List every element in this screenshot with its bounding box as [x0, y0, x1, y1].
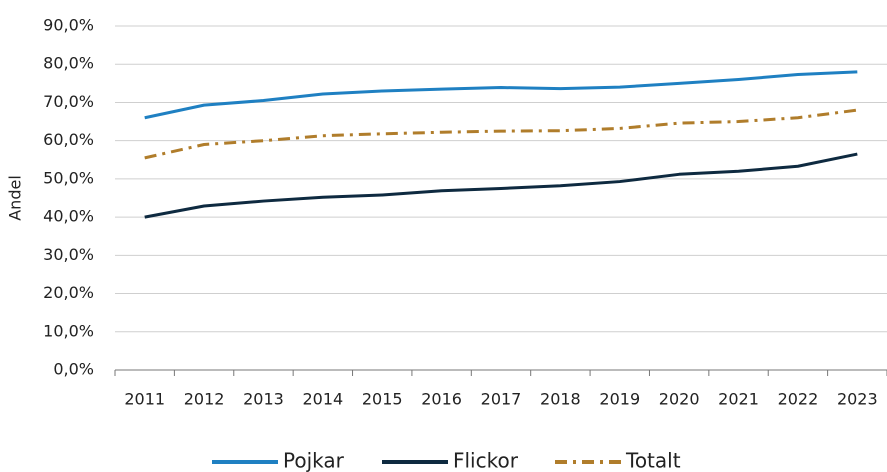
series-line — [144, 152, 858, 219]
y-tick-label: 90,0% — [43, 16, 94, 35]
series-line — [144, 70, 858, 120]
x-tick-label: 2016 — [421, 390, 462, 409]
series-line — [144, 108, 858, 160]
x-tick-label: 2013 — [243, 390, 284, 409]
y-tick-label: 30,0% — [43, 245, 94, 264]
x-tick-label: 2017 — [481, 390, 522, 409]
x-tick-label: 2011 — [124, 390, 165, 409]
x-tick-label: 2015 — [362, 390, 403, 409]
y-tick-label: 80,0% — [43, 54, 94, 73]
x-tick-label: 2021 — [718, 390, 759, 409]
legend-label: Pojkar — [283, 449, 345, 472]
legend-label: Totalt — [625, 449, 681, 472]
x-tick-label: 2014 — [302, 390, 343, 409]
x-tick-label: 2022 — [778, 390, 819, 409]
y-tick-label: 20,0% — [43, 283, 94, 302]
x-tick-label: 2019 — [599, 390, 640, 409]
legend-label: Flickor — [453, 449, 519, 472]
y-tick-label: 70,0% — [43, 92, 94, 111]
y-axis-label: Andel — [6, 175, 25, 221]
y-tick-label: 50,0% — [43, 168, 94, 187]
x-tick-label: 2023 — [837, 390, 878, 409]
x-tick-label: 2018 — [540, 390, 581, 409]
y-tick-label: 40,0% — [43, 207, 94, 226]
y-tick-label: 60,0% — [43, 130, 94, 149]
y-tick-label: 0,0% — [53, 360, 94, 379]
y-tick-label: 10,0% — [43, 321, 94, 340]
x-tick-label: 2012 — [184, 390, 225, 409]
x-tick-label: 2020 — [659, 390, 700, 409]
